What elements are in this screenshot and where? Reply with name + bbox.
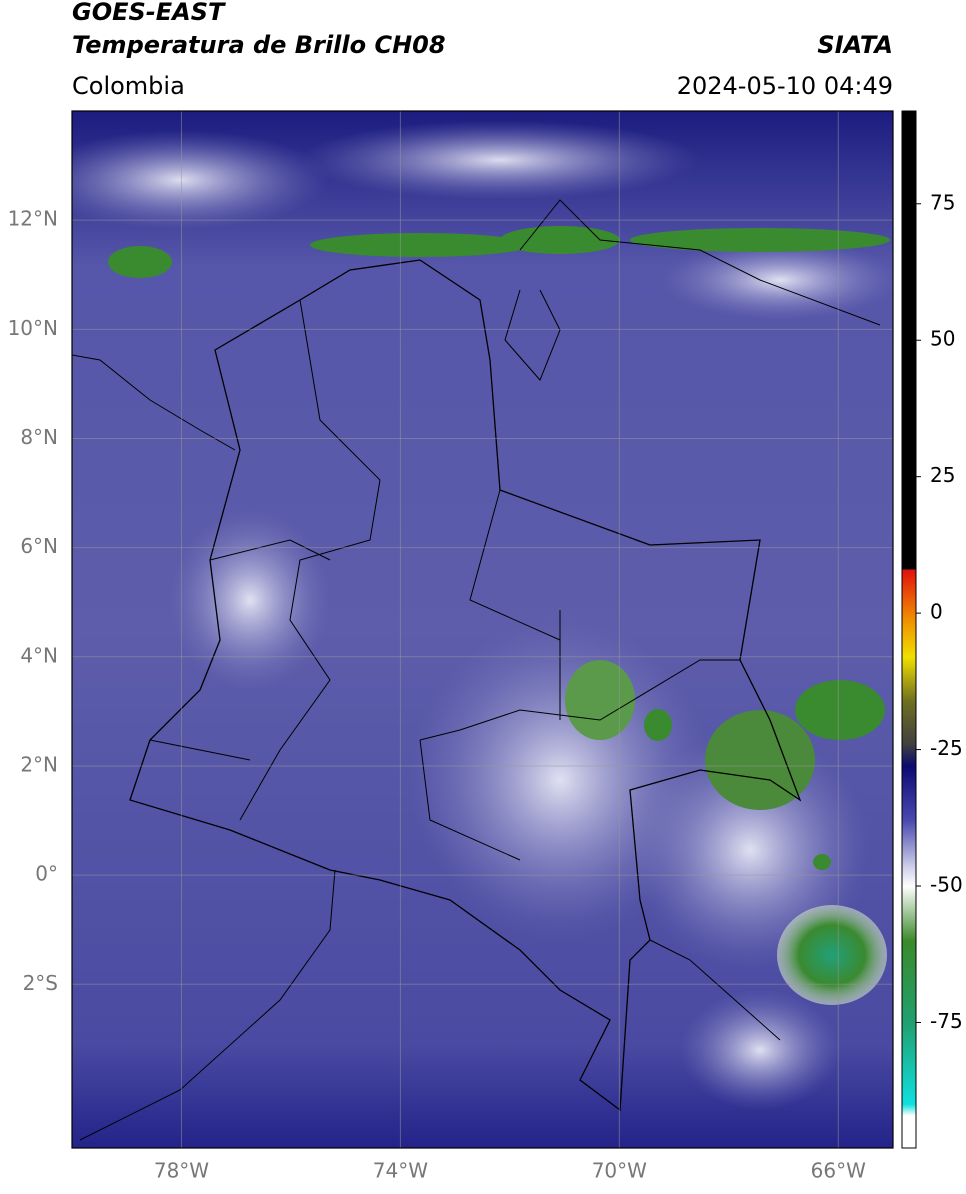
- y-tick-label: 2°N: [20, 752, 58, 776]
- colorbar-tick-label: 25: [930, 463, 955, 487]
- y-tick-label: 6°N: [20, 534, 58, 558]
- colorbar: [902, 111, 921, 1149]
- y-tick-label: 12°N: [8, 207, 58, 231]
- colorbar-segment: [902, 700, 916, 745]
- x-tick-label: 78°W: [154, 1159, 209, 1183]
- colorbar-segment: [902, 656, 916, 701]
- colorbar-frame: [901, 110, 917, 1149]
- colorbar-tick-label: 75: [930, 190, 955, 214]
- colorbar-tick-label: -25: [930, 736, 963, 760]
- y-tick-label: 0°: [35, 862, 58, 886]
- x-tick-label: 70°W: [592, 1159, 647, 1183]
- colorbar-segment: [902, 744, 916, 767]
- datetime: 2024-05-10 04:49: [677, 72, 893, 100]
- colorbar-tick-label: 0: [930, 600, 943, 624]
- colorbar-segment: [902, 820, 916, 865]
- colorbar-segment: [902, 765, 916, 822]
- subtitle: Temperatura de Brillo CH08: [72, 31, 446, 59]
- title: GOES-EAST: [72, 0, 226, 26]
- x-tick-label: 74°W: [373, 1159, 428, 1183]
- y-tick-label: 4°N: [20, 643, 58, 667]
- colorbar-tick-label: 50: [930, 327, 955, 351]
- colorbar-segment: [902, 864, 916, 887]
- colorbar-segment: [902, 1104, 916, 1116]
- satellite-image: [72, 111, 893, 1148]
- colorbar-segment: [902, 613, 916, 658]
- colorbar-segment: [902, 886, 916, 942]
- y-tick-label: 10°N: [8, 316, 58, 340]
- colorbar-segment: [902, 1022, 916, 1105]
- x-tick-label: 66°W: [811, 1159, 866, 1183]
- y-tick-label: 8°N: [20, 425, 58, 449]
- y-tick-label: 2°S: [23, 971, 58, 995]
- colorbar-tick-label: -50: [930, 873, 963, 897]
- colorbar-segment: [902, 569, 916, 614]
- colorbar-segment: [902, 1115, 916, 1149]
- colorbar-segment: [902, 111, 916, 570]
- colorbar-tick-label: -75: [930, 1009, 963, 1033]
- source: SIATA: [817, 31, 893, 59]
- colorbar-segment: [902, 940, 916, 1023]
- region: Colombia: [72, 72, 185, 100]
- map-frame: [71, 110, 894, 1149]
- grid: [72, 111, 893, 1148]
